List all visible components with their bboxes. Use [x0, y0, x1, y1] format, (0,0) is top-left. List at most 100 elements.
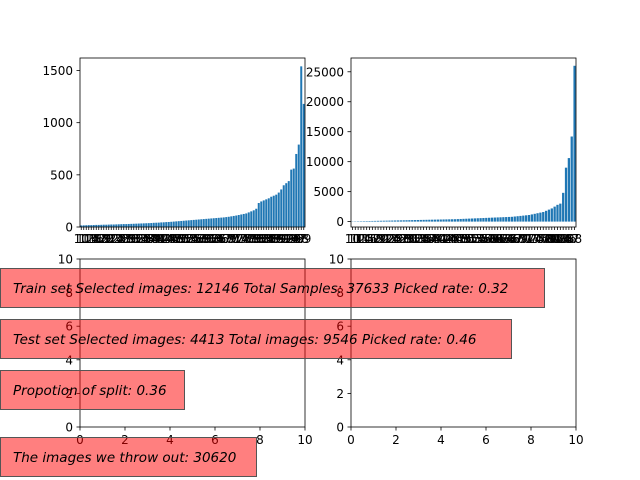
- bar: [285, 183, 288, 227]
- bar: [152, 222, 155, 227]
- x-tick-label: 50: [174, 232, 189, 246]
- bar: [142, 223, 145, 227]
- bar: [272, 195, 275, 227]
- x-tick-label: 22: [379, 232, 394, 246]
- x-tick-label: 21: [376, 232, 391, 246]
- x-tick-label: 67: [216, 232, 231, 246]
- x-tick-label: 32: [129, 232, 144, 246]
- bar: [90, 225, 93, 227]
- bar: [82, 225, 85, 227]
- bar: [177, 221, 180, 227]
- x-tick-label: 0: [347, 433, 355, 447]
- y-tick-label: 4: [336, 353, 344, 367]
- bar: [230, 216, 233, 227]
- x-tick-label: 64: [209, 232, 224, 246]
- x-tick-label: 24: [109, 232, 124, 246]
- bar: [267, 198, 270, 227]
- x-tick-label: 54: [470, 232, 485, 246]
- bar: [100, 224, 103, 227]
- bar: [368, 221, 371, 222]
- x-tick-label: 29: [399, 232, 414, 246]
- x-tick-label: 40: [149, 232, 164, 246]
- bar: [165, 222, 168, 227]
- bar: [428, 219, 431, 222]
- x-tick-label: 42: [436, 232, 451, 246]
- x-tick-label: 58: [481, 232, 496, 246]
- x-tick-label: 56: [476, 232, 491, 246]
- x-tick-label: 90: [274, 232, 289, 246]
- x-tick-label: 19: [370, 232, 385, 246]
- x-tick-label: 96: [289, 232, 304, 246]
- x-tick-label: 35: [136, 232, 151, 246]
- x-tick-label: 68: [510, 232, 525, 246]
- x-tick-label: 58: [194, 232, 209, 246]
- bar: [411, 220, 414, 222]
- x-tick-label: 17: [365, 232, 380, 246]
- bar: [222, 217, 225, 227]
- x-tick-label: 48: [453, 232, 468, 246]
- x-tick-label: 30: [124, 232, 139, 246]
- bar: [379, 220, 383, 222]
- x-tick-label: 51: [462, 232, 477, 246]
- x-tick-label: 36: [419, 232, 434, 246]
- x-tick-label: 50: [459, 232, 474, 246]
- bar: [92, 225, 95, 227]
- x-tick-label: 62: [204, 232, 219, 246]
- x-tick-label: 13: [353, 232, 368, 246]
- bar: [95, 224, 98, 227]
- x-tick-label: 31: [405, 232, 420, 246]
- y-tick-label: 5000: [313, 185, 344, 199]
- bar: [127, 223, 130, 227]
- x-tick-label: 32: [407, 232, 422, 246]
- x-tick-label: 64: [499, 232, 514, 246]
- x-tick-label: 45: [444, 232, 459, 246]
- x-tick-label: 70: [516, 232, 531, 246]
- bar: [522, 215, 525, 222]
- bar: [530, 214, 533, 222]
- x-tick-label: 79: [541, 232, 556, 246]
- bar: [135, 223, 138, 227]
- x-tick-label: 69: [513, 232, 528, 246]
- y-tick-label: 10: [58, 253, 73, 267]
- x-tick-label: 13: [81, 232, 96, 246]
- bar: [265, 199, 268, 227]
- bar: [250, 211, 253, 227]
- x-tick-label: 89: [271, 232, 286, 246]
- bar: [300, 66, 303, 228]
- bar: [391, 220, 394, 222]
- bar: [245, 213, 248, 227]
- bar: [282, 185, 285, 227]
- x-tick-label: 77: [536, 232, 551, 246]
- bar: [195, 219, 198, 227]
- x-tick-label: 66: [214, 232, 229, 246]
- bar: [459, 218, 462, 222]
- x-tick-label: 34: [413, 232, 428, 246]
- bar: [448, 219, 451, 222]
- x-tick-label: 41: [433, 232, 448, 246]
- x-tick-label: 59: [484, 232, 499, 246]
- x-tick-label: 28: [396, 232, 411, 246]
- x-tick-label: 26: [114, 232, 129, 246]
- x-tick-label: 30: [402, 232, 417, 246]
- x-tick-label: 72: [521, 232, 536, 246]
- x-tick-label: 39: [427, 232, 442, 246]
- x-tick-label: 18: [94, 232, 109, 246]
- y-tick-label: 25000: [306, 65, 344, 79]
- bar: [388, 220, 391, 222]
- bar: [422, 219, 425, 222]
- x-tick-label: 77: [241, 232, 256, 246]
- bar: [125, 224, 128, 227]
- bar: [516, 216, 519, 222]
- bar: [162, 222, 165, 227]
- x-tick-label: 86: [561, 232, 576, 246]
- x-tick-label: 78: [244, 232, 259, 246]
- y-tick-label: 10: [329, 253, 344, 267]
- x-tick-label: 15: [86, 232, 101, 246]
- x-tick-label: 38: [425, 232, 440, 246]
- bar: [290, 169, 293, 227]
- bar: [542, 212, 545, 222]
- x-tick-label: 71: [519, 232, 534, 246]
- x-tick-label: 74: [234, 232, 249, 246]
- bar: [302, 103, 305, 227]
- bar: [182, 220, 185, 227]
